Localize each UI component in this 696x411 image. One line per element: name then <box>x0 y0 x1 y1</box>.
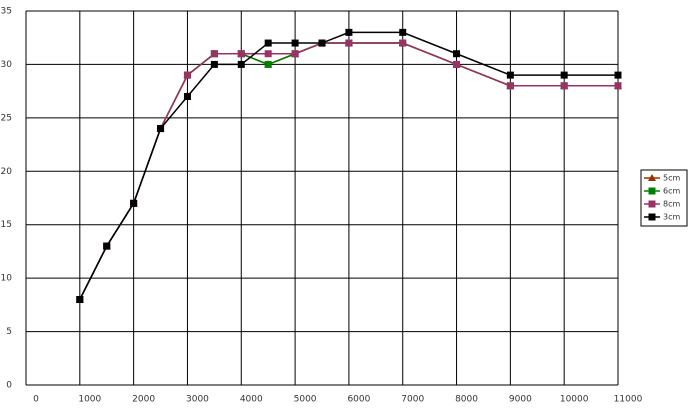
marker <box>237 60 245 68</box>
y-tick-label: 10 <box>1 274 13 284</box>
y-tick-label: 30 <box>1 60 13 70</box>
legend-label: 8cm <box>663 200 680 209</box>
marker <box>648 213 656 221</box>
marker <box>157 125 165 133</box>
y-tick-label: 0 <box>6 381 12 391</box>
y-tick-label: 35 <box>1 7 12 17</box>
line <box>79 31 618 300</box>
marker <box>399 28 407 36</box>
marker <box>453 50 461 58</box>
y-tick-label: 5 <box>6 327 12 337</box>
x-tick-label: 5000 <box>294 395 317 405</box>
marker <box>237 50 245 58</box>
x-tick-label: 7000 <box>401 395 424 405</box>
legend: 5cm 6cm 8cm 3cm <box>640 169 688 227</box>
marker <box>210 60 218 68</box>
marker <box>399 39 407 47</box>
marker <box>614 71 622 79</box>
marker <box>76 296 84 304</box>
marker <box>648 187 656 195</box>
marker <box>560 71 568 79</box>
y-tick-label: 15 <box>1 220 12 230</box>
legend-label: 5cm <box>663 174 680 183</box>
marker <box>264 50 272 58</box>
marker <box>291 50 299 58</box>
y-tick-label: 20 <box>1 167 13 177</box>
marker <box>318 39 326 47</box>
marker <box>506 71 514 79</box>
x-tick-label: 1000 <box>78 395 101 405</box>
x-tick-label: 4000 <box>240 395 263 405</box>
marker <box>453 60 461 68</box>
marker <box>560 82 568 90</box>
marker <box>183 71 191 79</box>
x-tick-label: 8000 <box>455 395 478 405</box>
x-tick-label: 11000 <box>614 395 643 405</box>
marker <box>264 39 272 47</box>
x-tick-label: 6000 <box>347 395 370 405</box>
marker <box>648 200 656 208</box>
x-tick-label: 9000 <box>509 395 532 405</box>
marker <box>130 199 138 207</box>
marker <box>345 39 353 47</box>
legend-label: 3cm <box>663 213 680 222</box>
x-tick-label: 3000 <box>186 395 209 405</box>
y-tick-label: 25 <box>1 113 12 123</box>
marker <box>648 174 656 181</box>
marker <box>264 60 272 68</box>
x-tick-label: 0 <box>33 395 39 405</box>
marker <box>183 92 191 100</box>
marker <box>210 50 218 58</box>
x-tick-label: 10000 <box>560 395 589 405</box>
marker <box>614 82 622 90</box>
x-tick-label: 2000 <box>132 395 155 405</box>
marker <box>506 82 514 90</box>
marker <box>103 242 111 250</box>
legend-label: 6cm <box>663 187 680 196</box>
marker <box>291 39 299 47</box>
marker <box>345 28 353 36</box>
